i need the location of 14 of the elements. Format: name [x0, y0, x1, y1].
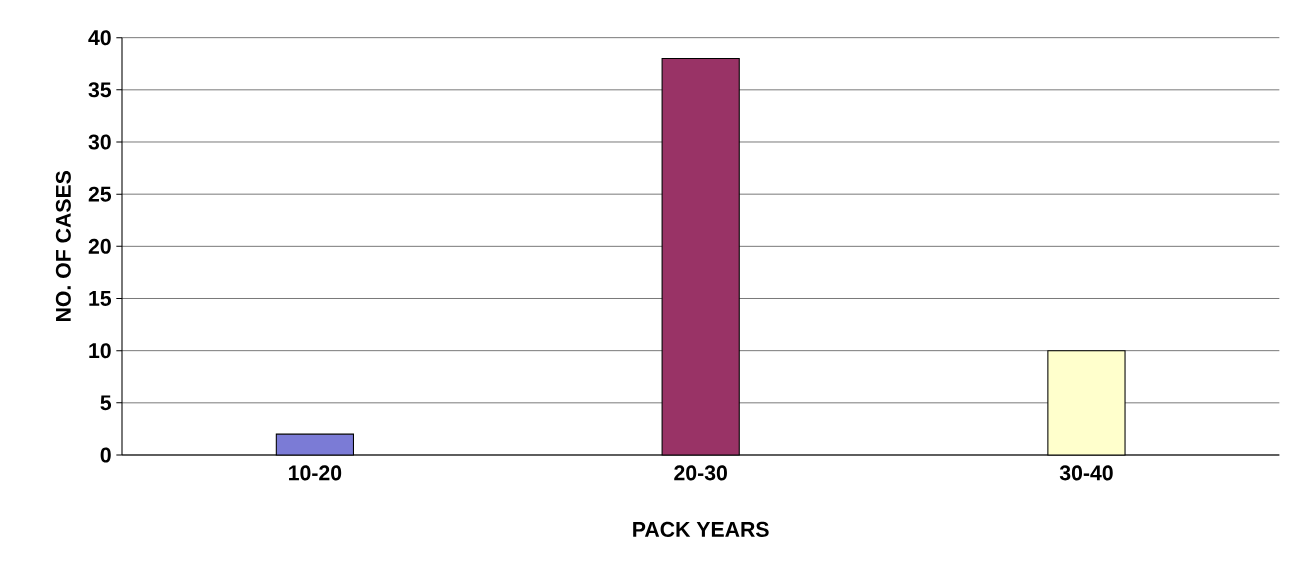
y-tick-label: 10 — [89, 343, 111, 359]
y-tick-label: 35 — [88, 82, 112, 98]
y-tick-label: 15 — [89, 291, 112, 306]
x-axis-title: PACK YEARS — [633, 521, 769, 537]
y-tick-label: 5 — [100, 395, 112, 411]
y-tick-label: 25 — [88, 186, 112, 202]
y-axis-title: NO. OF CASES — [55, 171, 71, 322]
y-tick-label: 20 — [88, 238, 111, 254]
y-tick-label: 30 — [88, 134, 111, 150]
y-tick-label: 0 — [100, 447, 111, 463]
x-tick-label: 30-40 — [1059, 465, 1113, 481]
x-tick-label: 10-20 — [289, 465, 342, 481]
y-tick-label: 40 — [88, 30, 111, 46]
x-tick-label: 20-30 — [674, 465, 727, 481]
